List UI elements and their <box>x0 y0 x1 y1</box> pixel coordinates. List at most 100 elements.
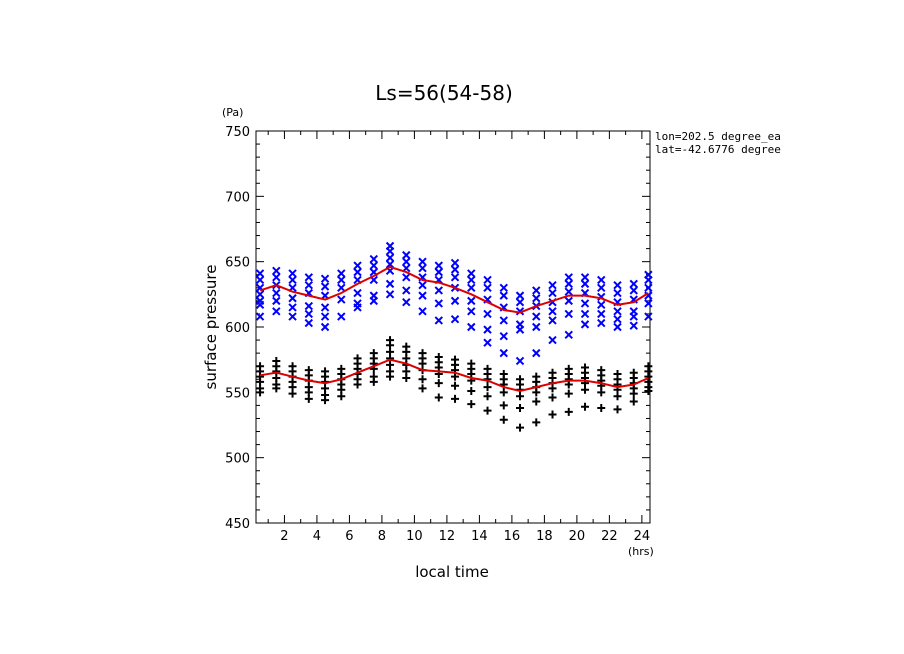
x-tick-label: 20 <box>569 529 586 544</box>
x-marker-point <box>369 261 379 270</box>
plus-marker-point <box>256 388 265 397</box>
x-marker-point <box>288 303 297 312</box>
x-marker-point <box>564 273 573 282</box>
plus-marker-point <box>564 389 573 398</box>
x-tick-label: 16 <box>504 529 521 544</box>
plus-marker-point <box>386 372 395 381</box>
x-marker-point <box>434 316 443 325</box>
x-marker-point <box>467 322 476 332</box>
x-marker-point <box>515 356 525 366</box>
plus-marker-point <box>304 394 313 403</box>
x-marker-point <box>548 280 557 290</box>
x-marker-point <box>629 321 638 330</box>
x-marker-point <box>548 316 557 325</box>
plus-marker-point <box>467 400 476 409</box>
x-marker-point <box>304 318 314 328</box>
x-marker-point <box>532 312 541 321</box>
x-marker-point <box>467 275 476 285</box>
plus-marker-point <box>516 423 525 432</box>
y-tick-label: 500 <box>225 452 250 467</box>
x-marker-point <box>353 261 362 270</box>
x-marker-point <box>499 283 508 293</box>
x-marker-point <box>304 301 314 311</box>
x-marker-point <box>434 286 443 295</box>
plus-marker-point <box>337 392 346 401</box>
plus-marker-point <box>499 388 508 397</box>
x-marker-point <box>434 261 443 270</box>
lon-annotation: lon=202.5 degree_ea <box>655 130 781 143</box>
x-tick-label: 22 <box>601 529 618 544</box>
x-marker-point <box>255 275 265 285</box>
x-marker-point <box>402 250 411 260</box>
x-marker-point <box>434 267 443 277</box>
plus-marker-point <box>418 375 427 384</box>
x-marker-point <box>272 296 281 306</box>
x-marker-point <box>548 288 557 298</box>
plus-marker-point <box>321 396 330 405</box>
x-tick-label: 24 <box>634 529 651 544</box>
x-marker-point <box>353 303 362 312</box>
x-marker-point <box>532 322 541 332</box>
plus-marker-point <box>564 407 573 416</box>
x-marker-point <box>337 275 346 285</box>
plus-marker-point <box>564 380 573 389</box>
x-marker-point <box>450 265 460 274</box>
plus-marker-point <box>434 393 443 402</box>
x-tick-label: 4 <box>313 529 321 544</box>
x-marker-point <box>304 280 314 290</box>
x-marker-point <box>385 279 395 289</box>
x-marker-point <box>564 309 573 319</box>
x-marker-point <box>597 283 606 293</box>
x-marker-point <box>499 331 508 341</box>
x-marker-point <box>644 275 653 285</box>
x-marker-point <box>288 294 297 303</box>
x-marker-point <box>320 303 330 312</box>
plus-marker-point <box>548 410 557 419</box>
plus-marker-point <box>483 392 492 401</box>
y-tick-label: 600 <box>225 321 250 336</box>
x-marker-point <box>402 273 411 282</box>
x-marker-point <box>385 290 395 299</box>
x-marker-point <box>337 283 346 293</box>
plus-marker-point <box>499 415 508 424</box>
x-marker-point <box>515 325 525 334</box>
plus-marker-point <box>548 384 557 393</box>
x-marker-point <box>483 309 492 319</box>
x-marker-point <box>450 258 460 268</box>
plus-marker-point <box>369 377 378 386</box>
x-marker-point <box>353 267 362 277</box>
plus-marker-point <box>451 394 460 403</box>
plus-marker-point <box>644 387 653 396</box>
x-marker-point <box>272 273 281 282</box>
plus-marker-point <box>483 406 492 415</box>
plus-marker-point <box>353 380 362 389</box>
y-tick-label: 450 <box>225 517 250 532</box>
x-marker-point <box>255 269 265 278</box>
x-marker-point <box>644 299 653 308</box>
x-marker-point <box>548 335 557 345</box>
x-marker-point <box>644 312 653 321</box>
plus-marker-point <box>483 383 492 392</box>
x-marker-point <box>255 290 265 299</box>
x-tick-label: 18 <box>536 529 553 544</box>
x-marker-point <box>597 309 606 319</box>
x-marker-point <box>613 307 622 316</box>
plus-marker-point <box>548 393 557 402</box>
x-marker-point <box>483 283 492 293</box>
x-marker-point <box>255 312 265 321</box>
x-marker-point <box>288 269 297 278</box>
plot-frame <box>255 130 651 524</box>
x-marker-point <box>450 296 460 306</box>
x-marker-point <box>337 312 346 321</box>
y-tick-label: 700 <box>225 190 250 205</box>
x-marker-point <box>483 325 492 334</box>
x-marker-point <box>467 296 476 306</box>
x-marker-point <box>532 348 541 358</box>
x-marker-point <box>467 307 476 316</box>
y-axis-title: surface pressure <box>202 265 220 390</box>
x-tick-label: 8 <box>378 529 386 544</box>
plus-marker-point <box>402 373 411 382</box>
x-marker-point <box>288 275 297 285</box>
